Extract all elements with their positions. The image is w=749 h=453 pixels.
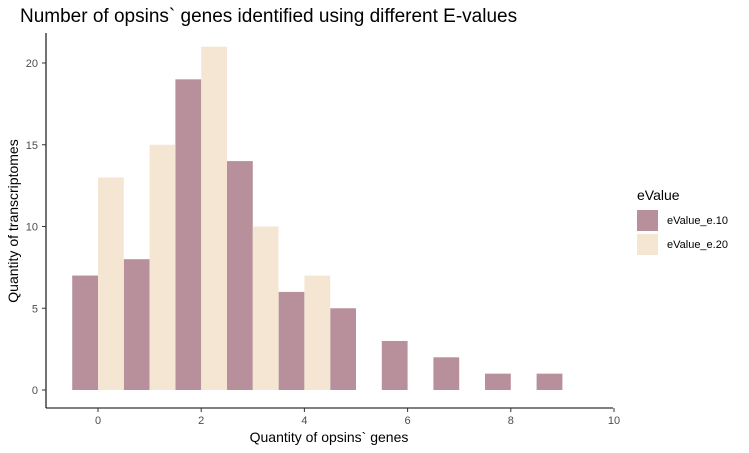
chart-title: Number of opsins` genes identified using… xyxy=(20,6,517,27)
bar-eValue_e.10-8 xyxy=(485,373,511,390)
bar-eValue_e.10-3 xyxy=(227,161,253,390)
bar-eValue_e.20-4 xyxy=(304,275,331,390)
bar-eValue_e.20-0 xyxy=(98,177,124,390)
legend: eValue eValue_e.10 eValue_e.20 xyxy=(637,187,728,255)
x-ticks-group: 0 2 4 6 8 10 xyxy=(95,408,620,427)
x-tick-label-6: 6 xyxy=(405,415,411,427)
bar-eValue_e.20-1 xyxy=(149,144,176,390)
bar-eValue_e.20-3 xyxy=(252,226,279,390)
x-axis-title: Quantity of opsins` genes xyxy=(250,429,409,445)
y-tick-label-20: 20 xyxy=(26,58,38,70)
y-tick-label-10: 10 xyxy=(26,222,38,234)
legend-swatch-eValue_e.10 xyxy=(637,210,658,231)
bar-eValue_e.10-6 xyxy=(381,340,408,390)
bar-eValue_e.10-5 xyxy=(330,308,356,390)
y-tick-label-15: 15 xyxy=(26,140,38,152)
y-axis-title: Quantity of transcriptomes xyxy=(5,139,21,302)
bar-eValue_e.10-2 xyxy=(175,79,202,390)
x-tick-label-0: 0 xyxy=(95,415,101,427)
bar-eValue_e.10-9 xyxy=(536,373,563,390)
legend-swatch-eValue_e.20 xyxy=(637,234,658,255)
legend-label-eValue_e.20: eValue_e.20 xyxy=(667,239,728,251)
x-tick-label-8: 8 xyxy=(508,415,514,427)
x-tick-label-4: 4 xyxy=(301,415,307,427)
bar-eValue_e.10-1 xyxy=(123,259,150,390)
bar-eValue_e.10-7 xyxy=(433,357,460,390)
x-tick-label-2: 2 xyxy=(198,415,204,427)
bar-eValue_e.10-4 xyxy=(278,291,305,390)
y-tick-label-5: 5 xyxy=(32,303,38,315)
bar-eValue_e.10-0 xyxy=(72,275,98,390)
bars-group xyxy=(72,46,563,391)
bar-eValue_e.20-2 xyxy=(201,46,227,391)
y-tick-label-0: 0 xyxy=(32,385,38,397)
legend-label-eValue_e.10: eValue_e.10 xyxy=(667,215,728,227)
y-ticks-group: 0 5 10 15 20 xyxy=(26,58,46,397)
x-tick-label-10: 10 xyxy=(608,415,620,427)
legend-title: eValue xyxy=(637,187,680,203)
